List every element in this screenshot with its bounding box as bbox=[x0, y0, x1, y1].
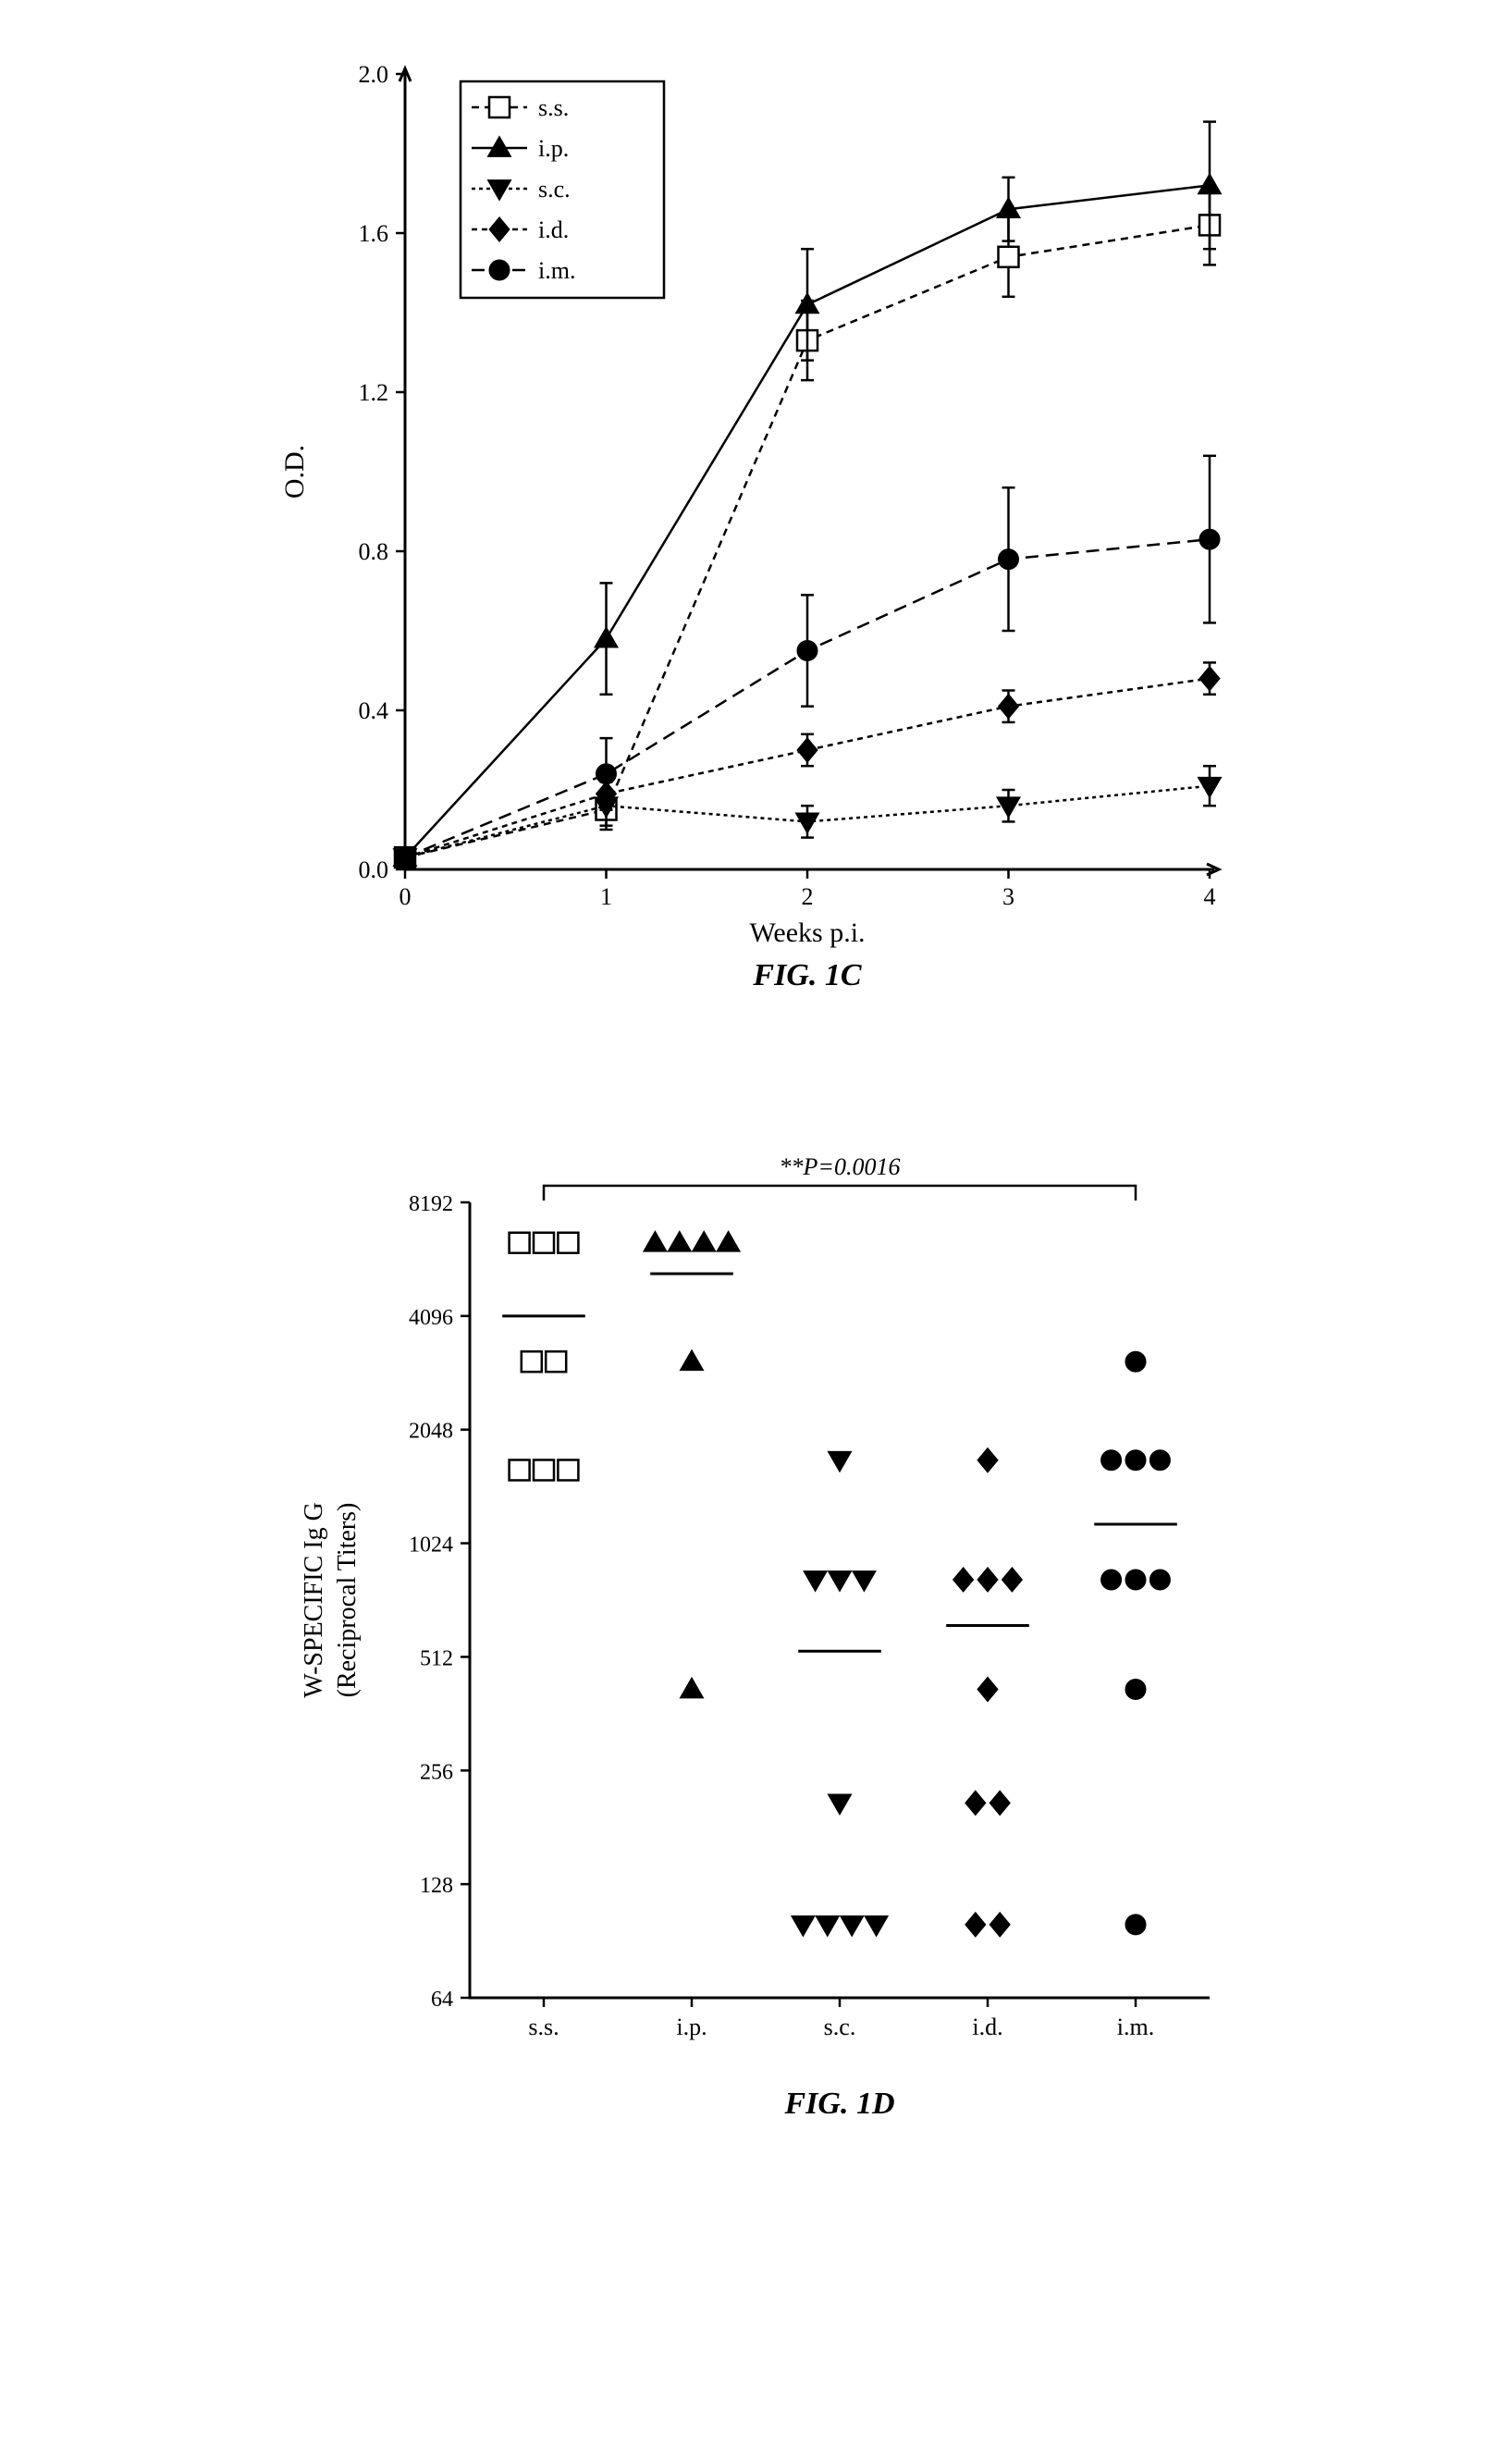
svg-text:1.6: 1.6 bbox=[358, 220, 388, 247]
svg-text:4: 4 bbox=[1203, 883, 1215, 910]
svg-text:i.m.: i.m. bbox=[1116, 2014, 1153, 2040]
svg-text:s.s.: s.s. bbox=[528, 2014, 559, 2040]
svg-text:3: 3 bbox=[1002, 883, 1014, 910]
svg-text:i.m.: i.m. bbox=[538, 257, 575, 284]
svg-text:FIG. 1D: FIG. 1D bbox=[783, 2087, 894, 2121]
figure-1c: 0.0 0.4 0.8 1.2 1.6 2.0 0 1 2 3 4 Weeks p.i. O.D. s.s… bbox=[63, 37, 1450, 1008]
svg-text:0: 0 bbox=[399, 883, 411, 910]
svg-text:s.c.: s.c. bbox=[823, 2014, 855, 2040]
svg-text:0.0: 0.0 bbox=[358, 856, 388, 883]
svg-text:8192: 8192 bbox=[409, 1192, 453, 1216]
svg-text:2.0: 2.0 bbox=[358, 61, 388, 88]
svg-text:W-SPECIFIC Ig G: W-SPECIFIC Ig G bbox=[300, 1502, 328, 1698]
chart-1d-svg: 64 128 256 512 1024 2048 4096 8192 s.s. i.p. s.c. i… bbox=[248, 1119, 1265, 2137]
svg-text:64: 64 bbox=[431, 1988, 453, 2012]
svg-text:4096: 4096 bbox=[409, 1306, 453, 1330]
svg-text:i.d.: i.d. bbox=[972, 2014, 1002, 2040]
figure-1d: 64 128 256 512 1024 2048 4096 8192 s.s. i.p. s.c. i… bbox=[63, 1119, 1450, 2137]
svg-text:FIG. 1C: FIG. 1C bbox=[752, 958, 861, 992]
svg-text:1024: 1024 bbox=[409, 1533, 453, 1558]
chart-1c-svg: 0.0 0.4 0.8 1.2 1.6 2.0 0 1 2 3 4 Weeks p.i. O.D. s.s… bbox=[248, 37, 1265, 1008]
svg-text:(Reciprocal Titers): (Reciprocal Titers) bbox=[333, 1503, 362, 1698]
svg-text:2048: 2048 bbox=[409, 1420, 453, 1444]
svg-text:i.p.: i.p. bbox=[538, 135, 569, 162]
svg-text:0.4: 0.4 bbox=[358, 697, 388, 724]
svg-text:0.8: 0.8 bbox=[358, 538, 388, 565]
svg-text:i.p.: i.p. bbox=[676, 2014, 707, 2040]
svg-text:1: 1 bbox=[600, 883, 612, 910]
svg-text:i.d.: i.d. bbox=[538, 216, 569, 243]
svg-text:O.D.: O.D. bbox=[279, 445, 310, 499]
svg-text:256: 256 bbox=[420, 1760, 453, 1784]
svg-text:Weeks p.i.: Weeks p.i. bbox=[749, 917, 865, 948]
svg-text:1.2: 1.2 bbox=[358, 379, 388, 406]
svg-text:128: 128 bbox=[420, 1874, 453, 1898]
svg-text:s.c.: s.c. bbox=[538, 176, 571, 203]
svg-text:2: 2 bbox=[801, 883, 813, 910]
svg-text:**P=0.0016: **P=0.0016 bbox=[779, 1153, 900, 1180]
svg-text:512: 512 bbox=[420, 1646, 453, 1670]
svg-text:s.s.: s.s. bbox=[538, 94, 569, 121]
